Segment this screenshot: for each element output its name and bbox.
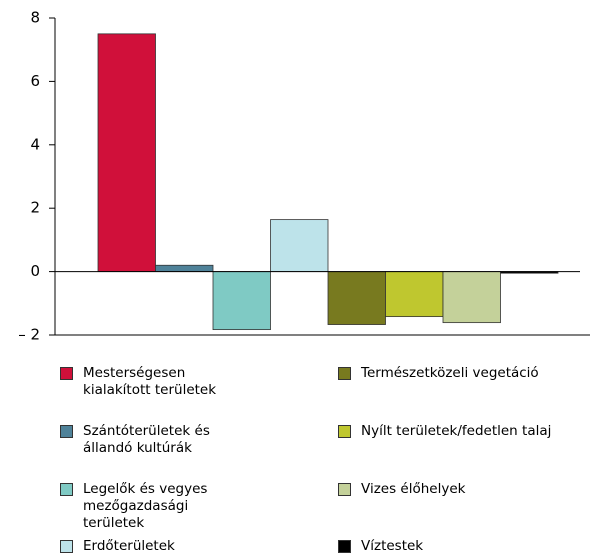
legend-swatch: [338, 483, 351, 496]
legend-swatch: [60, 540, 73, 553]
y-tick-label: 0: [30, 262, 40, 280]
legend-label: Természetközeli vegetáció: [361, 365, 539, 381]
bar: [327, 271, 386, 325]
y-tick-label: 2: [30, 199, 40, 217]
legend-item: Nyílt területek/fedetlen talaj: [338, 423, 598, 440]
legend-item: Legelők és vegyes mezőgazdasági területe…: [60, 481, 253, 532]
legend-swatch: [338, 425, 351, 438]
legend-swatch: [338, 367, 351, 380]
legend-item: Szántóterületek és állandó kultúrák: [60, 423, 253, 457]
legend-label: Víztestek: [361, 538, 424, 554]
y-tick-label: 8: [30, 9, 40, 27]
legend-label: Szántóterületek és állandó kultúrák: [83, 423, 210, 456]
legend-swatch: [60, 483, 73, 496]
bar: [385, 271, 444, 318]
legend-item: Vizes élőhelyek: [338, 481, 598, 498]
legend-item: Mesterségesen kialakított területek: [60, 365, 253, 399]
legend-label: Legelők és vegyes mezőgazdasági területe…: [83, 481, 208, 531]
legend-swatch: [60, 425, 73, 438]
legend-swatch: [60, 367, 73, 380]
legend-item: Természetközeli vegetáció: [338, 365, 598, 382]
legend-label: Erdőterületek: [83, 538, 175, 554]
legend-label: Vizes élőhelyek: [361, 481, 466, 497]
legend-swatch: [338, 540, 351, 553]
legend-label: Nyílt területek/fedetlen talaj: [361, 423, 552, 439]
y-tick-label: 6: [30, 72, 40, 90]
bar: [442, 271, 501, 324]
chart: – 2 0 2 4 6 8: [18, 9, 590, 344]
bar: [155, 264, 214, 273]
bar: [270, 219, 329, 272]
legend-label: Mesterségesen kialakított területek: [83, 365, 217, 398]
y-tick-label: 4: [30, 135, 40, 153]
legend-item: Víztestek: [338, 538, 598, 554]
legend-item: Erdőterületek: [60, 538, 253, 554]
y-tick-label: – 2: [18, 326, 40, 344]
bar: [97, 33, 156, 272]
bar: [212, 271, 271, 331]
